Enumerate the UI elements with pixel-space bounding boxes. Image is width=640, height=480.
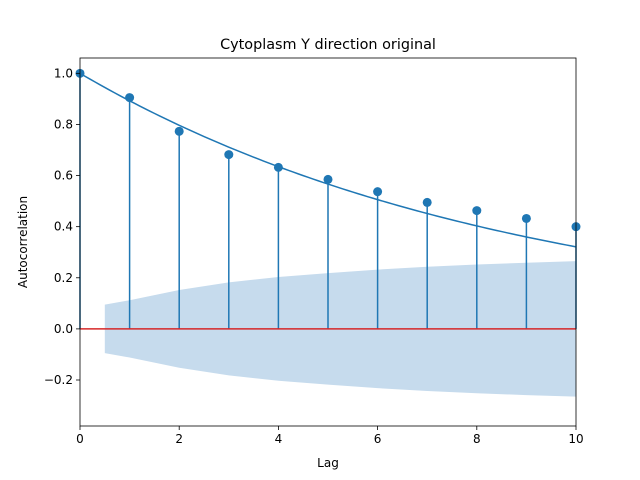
y-axis-label: Autocorrelation — [16, 196, 30, 288]
x-tick-label: 4 — [275, 432, 283, 446]
x-tick-label: 6 — [374, 432, 382, 446]
x-tick-label: 10 — [568, 432, 583, 446]
y-tick-label: 1.0 — [54, 66, 73, 80]
x-tick-label: 0 — [76, 432, 84, 446]
chart-title: Cytoplasm Y direction original — [220, 37, 436, 53]
y-tick-label: −0.2 — [44, 373, 73, 387]
x-tick-label: 8 — [473, 432, 481, 446]
y-tick-label: 0.0 — [54, 322, 73, 336]
y-tick-label: 0.6 — [54, 169, 73, 183]
stem-marker — [521, 213, 531, 223]
stem-marker — [422, 197, 432, 207]
stem-marker — [323, 174, 333, 184]
stem-marker — [273, 162, 283, 172]
exponential-fit-line — [79, 72, 577, 248]
y-tick-label: 0.4 — [54, 220, 73, 234]
stem-marker — [224, 150, 234, 160]
stem-marker — [373, 187, 383, 197]
x-axis-label: Lag — [317, 456, 339, 470]
stem-marker — [174, 126, 184, 136]
plot-area: 0 2 4 6 8 10 −0.2 0.0 0.2 0.4 0.6 0.8 1.0 — [44, 57, 584, 446]
axes-frame — [79, 57, 577, 427]
y-tick-label: 0.8 — [54, 117, 73, 131]
x-tick-label: 2 — [175, 432, 183, 446]
stem-marker — [125, 93, 135, 103]
stem-marker — [472, 206, 482, 216]
y-tick-label: 0.2 — [54, 271, 73, 285]
